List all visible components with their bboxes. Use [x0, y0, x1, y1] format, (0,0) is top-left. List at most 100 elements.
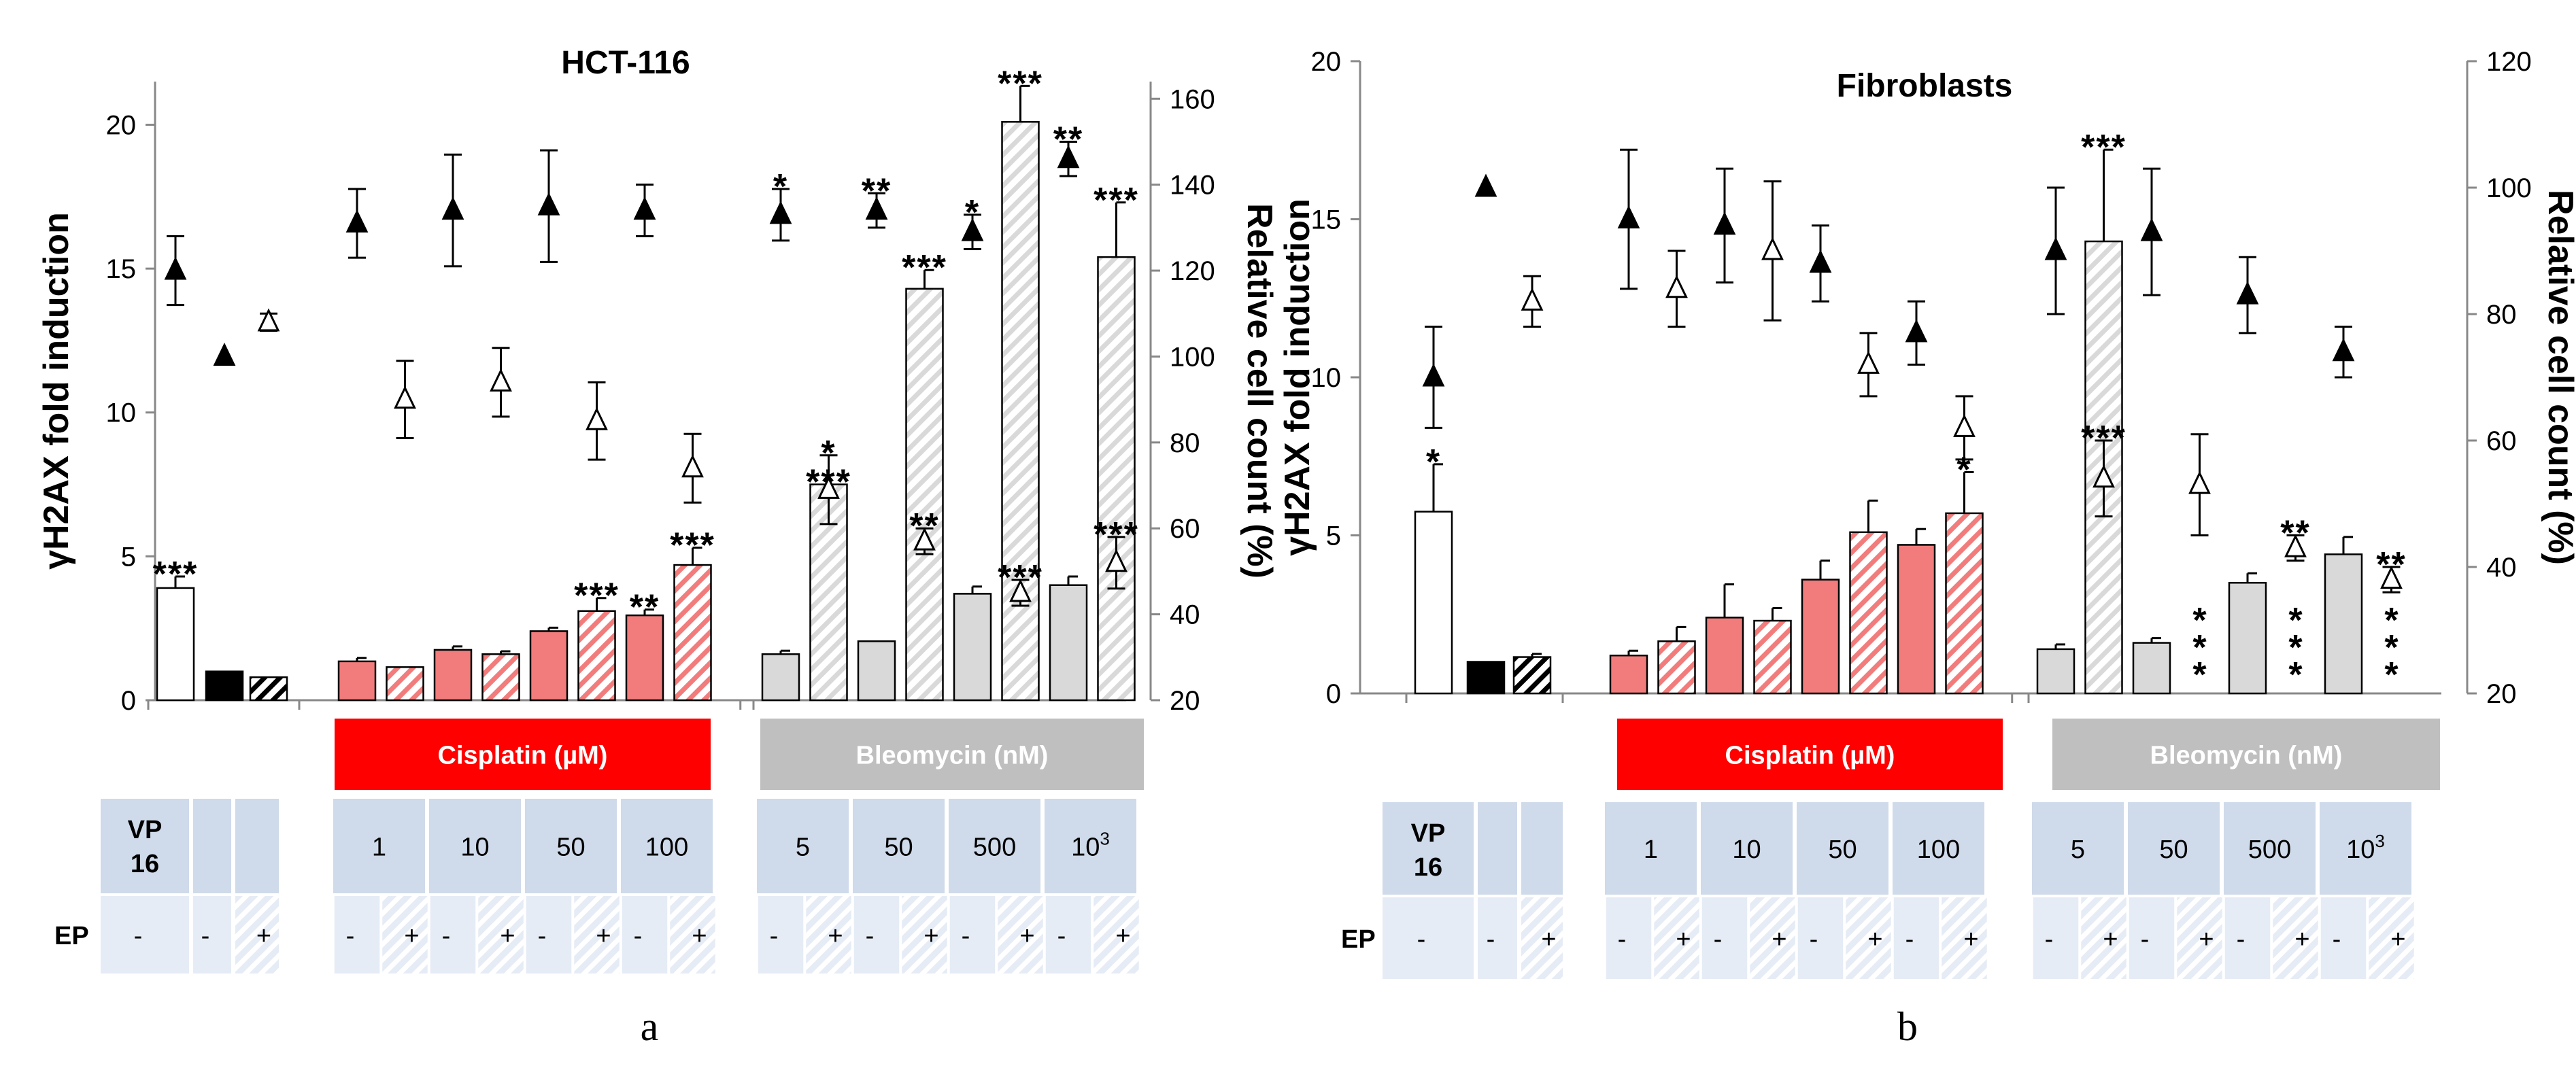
- significance-mark: ***: [1094, 515, 1139, 555]
- y2-tick-label: 60: [1170, 514, 1200, 544]
- ep-sign: -: [1487, 925, 1495, 954]
- cisplatin-banner: [1617, 719, 2003, 790]
- open-triangle-marker: [2188, 470, 2211, 494]
- ep-cell: [235, 896, 279, 974]
- ep-sign: -: [1618, 925, 1627, 954]
- table-header-cell: [1605, 802, 1697, 895]
- bar: [953, 593, 992, 702]
- bar: [2228, 582, 2267, 695]
- dose-header-label: 10: [1732, 836, 1761, 864]
- open-triangle-marker: [1105, 549, 1128, 572]
- filled-triangle-marker: [1057, 145, 1080, 169]
- bar: [337, 660, 377, 702]
- ep-cell: [334, 896, 380, 974]
- significance-mark: ***: [998, 64, 1043, 103]
- bar: [2132, 642, 2171, 695]
- ep-sign: +: [692, 922, 707, 950]
- significance-mark: *: [2384, 628, 2399, 668]
- ep-sign: +: [1541, 925, 1556, 954]
- ep-cell: [2129, 897, 2175, 979]
- ep-sign: -: [2141, 925, 2150, 954]
- ep-row-label: EP: [1341, 925, 1376, 954]
- dose-header-label: 500: [973, 833, 1016, 862]
- bar: [577, 610, 616, 702]
- y2-tick-label: 60: [2486, 426, 2517, 456]
- bar: [249, 676, 288, 702]
- ep-cell: [1045, 896, 1091, 974]
- significance-mark: **: [862, 171, 892, 211]
- bar: [1849, 531, 1888, 695]
- ep-cell: [2273, 897, 2318, 979]
- ep-cell: [574, 896, 620, 974]
- bar: [1097, 256, 1136, 702]
- table-header-cell: [101, 799, 189, 893]
- significance-mark: ***: [670, 526, 715, 566]
- y2-tick-label: 20: [1170, 686, 1200, 716]
- bar: [205, 670, 244, 702]
- y-tick-label: 10: [106, 398, 137, 428]
- vp16-header-line: 16: [131, 850, 159, 878]
- significance-mark: ***: [902, 248, 947, 288]
- y-tick-label: 5: [121, 542, 136, 572]
- ep-sign: -: [770, 922, 779, 950]
- ep-sign: -: [346, 922, 355, 950]
- bar: [673, 564, 712, 702]
- bar: [1466, 661, 1506, 695]
- dose-header-label: 50: [2159, 836, 2188, 864]
- ep-sign: -: [1810, 925, 1818, 954]
- cisplatin-banner-label: Cisplatin (µM): [1725, 742, 1895, 770]
- ep-cell: [193, 896, 231, 974]
- ep-cell: [1701, 897, 1748, 979]
- significance-mark: ***: [153, 555, 199, 594]
- significance-mark: ***: [2081, 128, 2126, 167]
- table-header-cell: [525, 799, 617, 893]
- filled-triangle-marker: [2236, 281, 2259, 305]
- ep-sign: -: [134, 922, 143, 950]
- ep-cell: [1942, 897, 1987, 979]
- significance-mark: *: [2192, 628, 2207, 668]
- panel-a-hct116: HCT-1160510152020406080100120140160γH2AX…: [37, 45, 1279, 1049]
- ep-cell: [101, 896, 189, 974]
- table-header-cell: [2128, 802, 2220, 895]
- filled-triangle-marker: [537, 192, 560, 216]
- significance-mark: **: [1053, 120, 1083, 159]
- bar: [857, 640, 896, 702]
- y-tick-label: 15: [106, 254, 137, 284]
- dose-header-label: 50: [556, 833, 585, 862]
- ep-cell: [1521, 897, 1563, 979]
- ep-cell: [2177, 897, 2222, 979]
- significance-mark: *: [2192, 655, 2207, 695]
- ep-cell: [758, 896, 804, 974]
- significance-mark: *: [2288, 628, 2303, 668]
- dose-header-label: 5: [2071, 836, 2085, 864]
- filled-triangle-marker: [345, 209, 369, 233]
- ep-cell: [2320, 897, 2367, 979]
- open-triangle-marker: [2284, 534, 2307, 557]
- bar: [1001, 121, 1040, 702]
- ep-cell: [2369, 897, 2414, 979]
- open-triangle-marker: [913, 527, 936, 551]
- filled-triangle-marker: [1617, 205, 1640, 228]
- bar: [529, 630, 569, 702]
- cisplatin-banner-label: Cisplatin (µM): [438, 742, 608, 770]
- ep-cell: [998, 896, 1043, 974]
- ep-cell: [478, 896, 524, 974]
- ep-cell: [1383, 897, 1474, 979]
- dose-header-label: 50: [1828, 836, 1857, 864]
- open-triangle-marker: [490, 368, 512, 392]
- dose-header-label: 103: [1071, 829, 1110, 862]
- table-header-cell: [333, 799, 425, 893]
- ep-cell: [806, 896, 851, 974]
- ep-sign: +: [828, 922, 843, 950]
- ep-sign: +: [1772, 925, 1786, 954]
- open-triangle-marker: [1521, 287, 1544, 311]
- ep-sign: -: [538, 922, 547, 950]
- y-tick-label: 0: [1326, 679, 1341, 709]
- ep-sign: +: [1963, 925, 1978, 954]
- table-header-cell: [2320, 802, 2411, 895]
- significance-mark: ***: [574, 576, 620, 616]
- y2-tick-label: 100: [2486, 173, 2532, 203]
- significance-mark: *: [1426, 443, 1441, 482]
- bar: [1049, 584, 1088, 702]
